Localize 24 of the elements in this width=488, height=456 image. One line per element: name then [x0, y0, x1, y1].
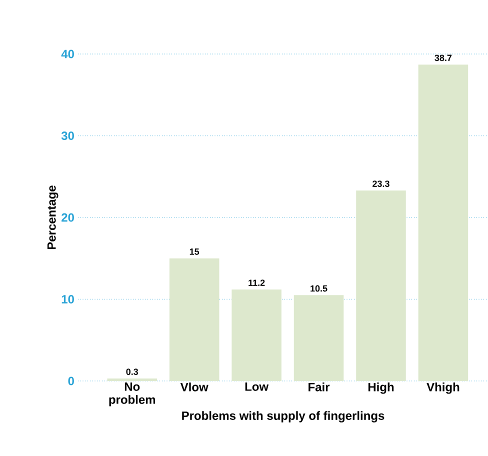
- bar: [418, 64, 468, 381]
- bar: [294, 295, 344, 381]
- x-tick-label: No problem: [109, 382, 156, 406]
- y-tick-label: 0: [68, 376, 74, 386]
- bar: [356, 190, 406, 381]
- data-label: 15: [190, 248, 200, 255]
- data-label: 23.3: [372, 180, 390, 187]
- y-tick-label: 10: [62, 295, 74, 304]
- x-axis-title: Problems with supply of fingerlings: [182, 411, 384, 422]
- x-tick-label: Low: [245, 382, 269, 391]
- y-tick-label: 30: [61, 132, 74, 140]
- data-label: 10.5: [310, 285, 328, 292]
- x-tick-label: Vlow: [180, 382, 208, 392]
- data-label: 11.2: [248, 280, 265, 286]
- x-tick-label: Vhigh: [426, 382, 460, 394]
- x-tick-label: High: [368, 382, 394, 394]
- data-label: 38.7: [434, 54, 452, 62]
- x-tick-label: Fair: [308, 382, 330, 392]
- data-label: 0.3: [126, 368, 138, 376]
- bar: [169, 258, 220, 381]
- y-axis-title: Percentage: [47, 186, 58, 250]
- y-tick-label: 40: [61, 50, 74, 58]
- y-tick-label: 20: [62, 213, 74, 222]
- bar: [232, 289, 282, 381]
